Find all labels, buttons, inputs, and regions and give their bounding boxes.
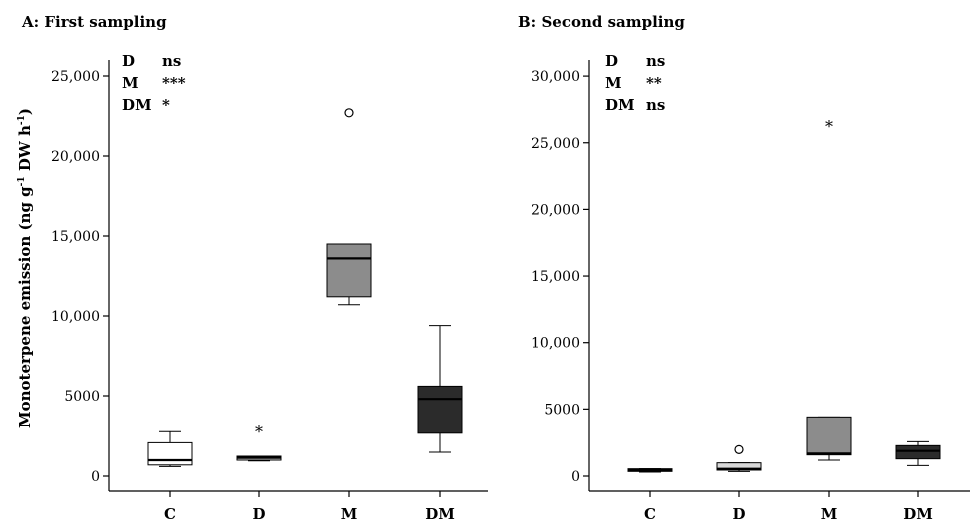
significance-term: M [605,74,622,92]
significance-term: D [605,52,618,70]
significance-term: D [122,52,135,70]
outlier-star: * [255,422,263,441]
panel-a-title: A: First sampling [21,13,167,31]
y-tick-label: 10,000 [51,309,100,325]
box-DM [417,385,463,434]
x-tick-label: C [164,505,176,523]
y-tick-label: 0 [571,469,580,485]
y-tick-label: 25,000 [51,69,100,85]
x-tick-label: DM [425,505,455,523]
box-M [326,243,372,298]
y-tick-label: 5000 [544,402,580,418]
x-tick-label: C [644,505,656,523]
significance-term: DM [605,96,635,114]
y-tick-label: 25,000 [531,136,580,152]
x-tick-label: M [341,505,358,523]
box-C [147,441,193,466]
outlier-circle [344,108,354,118]
y-tick-label: 0 [91,469,100,485]
y-tick-label: 15,000 [51,229,100,245]
panel-b-title: B: Second sampling [518,13,685,31]
outlier-circle [734,444,744,454]
significance-value: *** [162,74,186,92]
x-tick-label: D [732,505,745,523]
y-tick-label: 20,000 [531,202,580,218]
box-M [806,416,852,456]
box-DM [895,444,941,460]
y-tick-label: 10,000 [531,336,580,352]
significance-value: * [162,96,170,114]
significance-term: DM [122,96,152,114]
x-tick-label: M [821,505,838,523]
y-tick-label: 5000 [64,389,100,405]
y-axis-label: Monoterpene emission (ng g-1 DW h-1) [16,108,34,428]
box-D [716,462,762,471]
y-tick-label: 30,000 [531,69,580,85]
x-tick-label: DM [903,505,933,523]
y-tick-label: 20,000 [51,149,100,165]
significance-value: ns [646,96,665,114]
significance-value: ** [646,74,662,92]
outlier-star: * [825,117,833,136]
x-tick-label: D [252,505,265,523]
significance-value: ns [162,52,181,70]
significance-term: M [122,74,139,92]
y-tick-label: 15,000 [531,269,580,285]
significance-value: ns [646,52,665,70]
